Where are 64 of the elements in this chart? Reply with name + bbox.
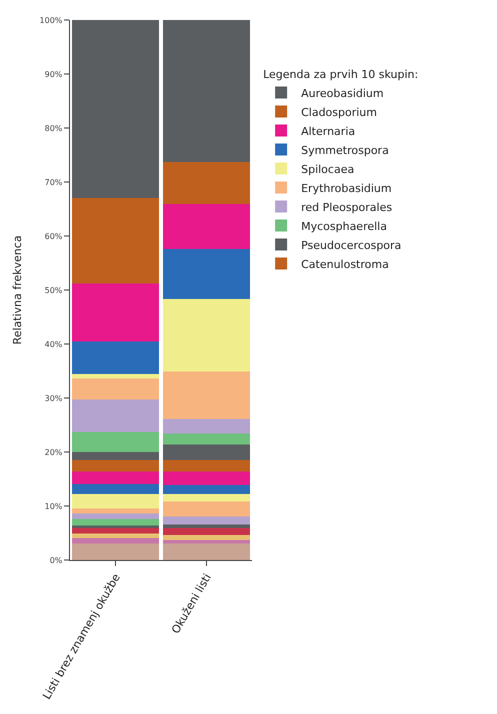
legend-label: red Pleosporales xyxy=(301,200,392,214)
bar xyxy=(162,434,250,444)
bar xyxy=(162,502,250,516)
legend-label: Mycosphaerella xyxy=(301,220,387,233)
y-tick-label: 50% xyxy=(44,286,63,295)
bar xyxy=(162,419,250,434)
bar xyxy=(72,400,160,432)
y-axis-title: Relativna frekvenca xyxy=(11,235,24,345)
bar xyxy=(72,518,160,526)
bar xyxy=(72,378,160,400)
bar xyxy=(72,20,160,198)
bar xyxy=(162,204,250,249)
legend-label: Alternaria xyxy=(301,124,356,138)
bar xyxy=(162,299,250,372)
bar xyxy=(72,284,160,342)
bar xyxy=(162,460,250,472)
bar xyxy=(72,452,160,460)
bar xyxy=(72,534,160,538)
bar xyxy=(162,535,250,540)
bar xyxy=(72,460,160,472)
bar xyxy=(162,484,250,494)
bar xyxy=(72,494,160,509)
bar xyxy=(162,516,250,524)
y-tick-label: 60% xyxy=(44,232,63,241)
bar xyxy=(162,540,250,544)
bar xyxy=(72,432,160,452)
bar xyxy=(162,543,250,560)
bar xyxy=(72,374,160,379)
bar xyxy=(162,20,250,162)
bar xyxy=(72,514,160,519)
y-tick-label: 40% xyxy=(44,340,63,349)
y-tick-label: 90% xyxy=(44,70,63,79)
bar xyxy=(162,372,250,420)
y-tick-label: 0% xyxy=(50,556,63,565)
y-tick-label: 20% xyxy=(44,448,63,457)
bar xyxy=(162,248,250,300)
y-tick-label: 100% xyxy=(40,16,63,25)
bar xyxy=(72,198,160,284)
legend-label: Catenulostroma xyxy=(301,258,389,271)
legend-label: Spilocaea xyxy=(301,162,354,176)
bar xyxy=(72,508,160,514)
bar xyxy=(162,471,250,485)
y-tick-label: 70% xyxy=(44,178,63,187)
legend-label: Cladosporium xyxy=(301,106,378,119)
bar xyxy=(72,528,160,534)
y-tick-label: 30% xyxy=(44,394,63,403)
bar xyxy=(162,444,250,460)
bar xyxy=(162,494,250,502)
bar xyxy=(72,538,160,544)
y-tick-label: 10% xyxy=(44,502,63,511)
bar xyxy=(72,484,160,494)
bar xyxy=(72,543,160,560)
bar xyxy=(162,162,250,204)
bar xyxy=(72,341,160,374)
legend-label: Aureobasidium xyxy=(301,86,384,100)
y-tick-label: 80% xyxy=(44,124,63,133)
legend-label: Erythrobasidium xyxy=(301,182,392,195)
legend-title: Legenda za prvih 10 skupin: xyxy=(263,68,418,81)
legend-label: Pseudocercospora xyxy=(301,238,402,252)
bar xyxy=(72,525,160,528)
legend-label: Symmetrospora xyxy=(301,144,389,157)
bar xyxy=(72,471,160,484)
bar xyxy=(162,528,250,536)
bar xyxy=(162,524,250,528)
